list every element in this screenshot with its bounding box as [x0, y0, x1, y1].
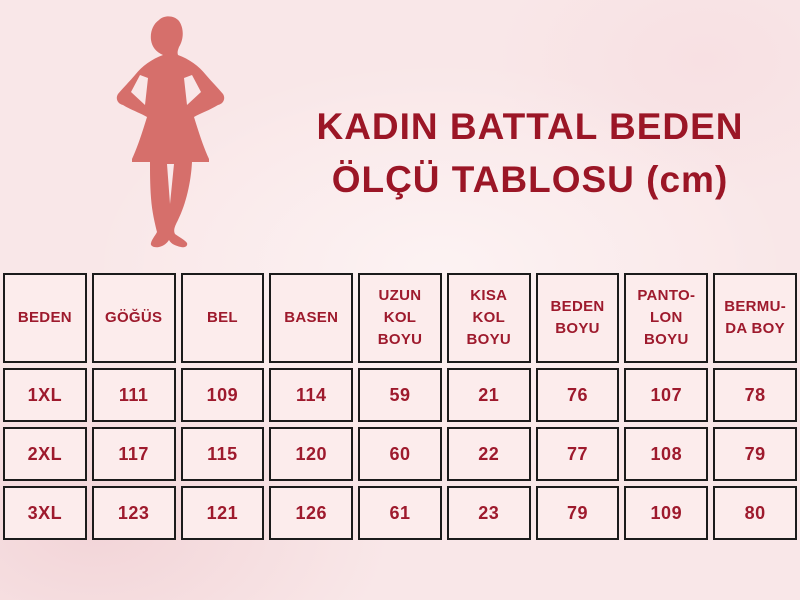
size-value-cell: 22	[446, 427, 531, 481]
column-header-4: UZUN KOL BOYU	[358, 273, 442, 363]
size-row-label: 1XL	[3, 368, 87, 422]
size-value-cell: 21	[446, 368, 531, 422]
size-value-cell: 126	[269, 486, 354, 540]
size-table: BEDEN GÖĞÜS BEL BASEN UZUN KOL BOYU KISA KOL …	[3, 273, 797, 540]
size-value-cell: 23	[446, 486, 531, 540]
size-value-cell: 114	[269, 368, 354, 422]
size-value-cell: 115	[180, 427, 265, 481]
page-title: KADIN BATTAL BEDEN ÖLÇÜ TABLOSU (cm)	[270, 100, 790, 206]
size-value-cell: 78	[713, 368, 797, 422]
size-value-cell: 61	[358, 486, 442, 540]
column-header-6: BEDEN BOYU	[535, 273, 620, 363]
size-value-cell: 80	[713, 486, 797, 540]
page-title-line-2: ÖLÇÜ TABLOSU (cm)	[331, 159, 729, 200]
size-value-cell: 109	[624, 486, 709, 540]
column-header-3: BASEN	[269, 273, 354, 363]
size-value-cell: 121	[180, 486, 265, 540]
column-header-7: PANTO- LON BOYU	[624, 273, 709, 363]
size-value-cell: 117	[91, 427, 176, 481]
column-header-0: BEDEN	[3, 273, 87, 363]
size-value-cell: 109	[180, 368, 265, 422]
size-value-cell: 77	[535, 427, 620, 481]
size-value-cell: 60	[358, 427, 442, 481]
size-value-cell: 107	[624, 368, 709, 422]
size-value-cell: 59	[358, 368, 442, 422]
column-header-2: BEL	[180, 273, 265, 363]
column-header-8: BERMU- DA BOY	[713, 273, 797, 363]
size-value-cell: 120	[269, 427, 354, 481]
plus-size-woman-silhouette-icon	[116, 16, 225, 248]
page-title-line-1: KADIN BATTAL BEDEN	[316, 106, 744, 147]
size-value-cell: 79	[535, 486, 620, 540]
column-header-5: KISA KOL BOYU	[446, 273, 531, 363]
size-value-cell: 108	[624, 427, 709, 481]
size-row-label: 3XL	[3, 486, 87, 540]
size-value-cell: 111	[91, 368, 176, 422]
size-value-cell: 123	[91, 486, 176, 540]
column-header-1: GÖĞÜS	[91, 273, 176, 363]
size-value-cell: 79	[713, 427, 797, 481]
size-value-cell: 76	[535, 368, 620, 422]
size-row-label: 2XL	[3, 427, 87, 481]
